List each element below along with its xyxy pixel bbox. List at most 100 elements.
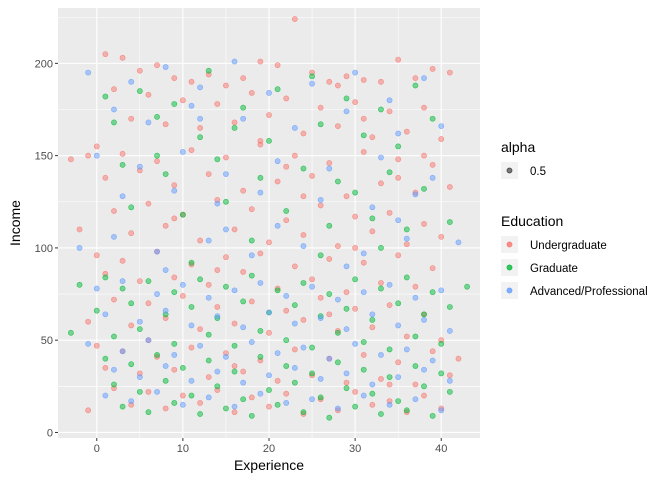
data-point [145, 119, 152, 126]
data-point [386, 97, 393, 104]
data-point [128, 361, 135, 368]
data-point [360, 259, 367, 266]
data-point [266, 112, 272, 118]
x-tick-label: 40 [435, 443, 447, 455]
data-point [421, 311, 427, 318]
data-point [386, 302, 393, 309]
data-point [352, 388, 359, 395]
data-point [421, 392, 427, 399]
data-point [76, 226, 83, 233]
data-point [309, 396, 315, 403]
data-point [223, 283, 229, 290]
data-point [240, 269, 247, 275]
data-point [257, 58, 264, 65]
data-point [421, 383, 427, 390]
data-point [395, 300, 402, 307]
x-tick-label: 10 [177, 443, 189, 455]
data-point [395, 252, 402, 259]
data-point [429, 66, 436, 72]
data-point [240, 187, 247, 194]
data-point [197, 400, 203, 406]
data-point [326, 414, 333, 421]
data-point [274, 377, 281, 384]
series-advanced-professional [76, 58, 462, 414]
data-point [429, 357, 436, 364]
data-point [197, 237, 203, 244]
x-tick-label: 0 [94, 443, 100, 455]
data-point [205, 294, 212, 301]
data-point [266, 137, 272, 144]
data-point [162, 64, 169, 70]
y-axis-title: Income [7, 200, 23, 246]
data-point [326, 222, 333, 229]
data-point [343, 305, 350, 312]
data-point [343, 385, 350, 392]
data-point [205, 394, 212, 401]
alpha-legend-title: alpha [501, 139, 535, 155]
data-point [326, 311, 333, 318]
data-point [395, 174, 402, 181]
data-point [93, 342, 100, 349]
data-point [93, 307, 100, 314]
data-point [360, 392, 367, 399]
data-point [386, 381, 393, 388]
data-point [421, 185, 427, 192]
y-tick-label: 50 [41, 335, 53, 347]
data-point [179, 149, 186, 155]
data-point [386, 374, 393, 380]
data-point [378, 285, 384, 292]
data-point [214, 368, 221, 375]
y-tick-label: 0 [47, 427, 53, 439]
data-point [438, 233, 445, 240]
data-point [300, 316, 307, 323]
education-legend: Education Undergraduate Graduate Advanced/… [501, 213, 648, 299]
data-point [102, 355, 109, 362]
data-point [154, 152, 160, 159]
data-point [154, 158, 160, 165]
data-point [283, 400, 290, 406]
data-point [464, 283, 470, 290]
data-point [309, 80, 315, 87]
data-point [446, 328, 453, 334]
data-point [360, 77, 367, 83]
data-point [378, 280, 384, 286]
data-point [197, 342, 203, 349]
data-point [429, 161, 436, 168]
alpha-legend-label: 0.5 [530, 166, 546, 178]
y-tick-label: 150 [35, 151, 53, 163]
data-point [317, 315, 324, 321]
data-point [93, 143, 100, 150]
data-point [136, 88, 143, 94]
data-point [136, 318, 143, 325]
data-point [248, 298, 255, 305]
data-point [145, 388, 152, 395]
data-point [412, 75, 419, 82]
data-point [68, 329, 74, 336]
data-point [309, 73, 315, 80]
data-point [257, 189, 264, 196]
data-point [412, 82, 419, 89]
data-point [214, 267, 221, 273]
data-point [171, 187, 178, 194]
data-point [274, 401, 281, 408]
data-point [179, 292, 186, 299]
data-point [145, 300, 152, 307]
data-point [300, 280, 307, 286]
data-point [162, 363, 169, 369]
data-point [274, 158, 281, 165]
data-point [343, 370, 350, 377]
data-point [283, 307, 290, 314]
data-point [343, 289, 350, 296]
data-point [188, 322, 195, 329]
data-point [223, 154, 229, 161]
data-point [326, 78, 333, 85]
data-point [119, 161, 126, 168]
data-point [291, 16, 298, 22]
data-point [162, 171, 169, 177]
data-point [171, 75, 178, 82]
data-point [438, 123, 445, 130]
data-point [154, 248, 160, 255]
data-point [274, 86, 281, 93]
legend-label: Undergraduate [530, 240, 607, 252]
data-point [352, 213, 359, 220]
